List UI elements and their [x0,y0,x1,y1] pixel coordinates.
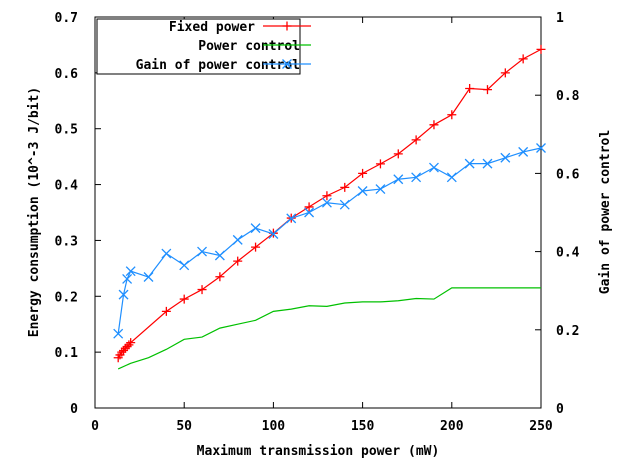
data-point-fixed-power [536,44,546,54]
y-tick-label: 0.4 [55,179,79,194]
series-line-power-control [117,287,541,370]
data-point-gain-of-power-control [113,328,124,339]
data-point-fixed-power [518,54,528,64]
legend-label-gain-of-power-control: Gain of power control [136,58,300,73]
legend-label-fixed-power: Fixed power [169,20,255,35]
series-power-control [117,287,541,370]
data-point-gain-of-power-control [518,146,529,157]
x-tick-label: 50 [176,419,192,434]
data-point-gain-of-power-control [357,186,368,196]
data-point-gain-of-power-control [268,229,279,239]
data-point-gain-of-power-control [179,260,190,271]
legend-box [96,18,301,75]
series-layer [113,44,546,370]
data-point-fixed-power [358,168,368,178]
legend: Fixed power Power control Gain of power … [96,18,311,75]
legend-label-power-control: Power control [198,39,300,54]
data-point-fixed-power [161,306,171,316]
data-point-gain-of-power-control [161,248,172,259]
data-point-gain-of-power-control [411,172,422,183]
legend-marker-fixed-power [282,21,292,31]
x-tick-label: 100 [262,419,286,434]
plot-frame [94,16,542,409]
series-gain-of-power-control [113,143,546,339]
data-point-fixed-power [197,285,207,295]
data-point-gain-of-power-control [232,234,243,245]
x-tick-label: 250 [529,419,553,434]
data-point-gain-of-power-control [500,152,511,163]
y-axis-label: Energy consumption (10^-3 J/bit) [27,87,42,337]
data-point-fixed-power [322,191,332,201]
data-point-gain-of-power-control [214,250,225,261]
data-point-fixed-power [429,120,439,130]
data-point-fixed-power [411,135,421,145]
x-tick-label: 150 [351,419,375,434]
ticks-layer: 0 50 100 150 200 25000.10.20.30.40.50.60.700.… [55,11,580,434]
y2-tick-label: 0.2 [556,324,579,339]
y2-tick-label: 0 [556,402,564,417]
data-point-gain-of-power-control [125,266,136,277]
data-point-gain-of-power-control [429,162,439,173]
x-tick-label: 0 [91,419,99,434]
data-point-fixed-power [500,68,510,78]
data-point-fixed-power [482,85,492,95]
data-point-fixed-power [124,340,134,350]
data-point-fixed-power [179,294,189,304]
data-point-gain-of-power-control [250,223,261,234]
data-point-gain-of-power-control [143,272,154,282]
data-point-fixed-power [465,83,475,93]
y2-tick-label: 0.4 [556,246,580,261]
data-point-gain-of-power-control [375,184,386,194]
data-point-gain-of-power-control [122,274,133,284]
data-point-fixed-power [304,202,314,212]
data-point-gain-of-power-control [304,207,315,218]
x-tick-label: 200 [440,419,464,434]
data-point-fixed-power [375,159,385,169]
y2-tick-label: 0.8 [556,89,580,104]
y-tick-label: 0.3 [55,234,78,249]
data-point-gain-of-power-control [339,199,350,210]
y-tick-label: 0.2 [55,290,78,305]
data-point-fixed-power [233,256,243,266]
y-tick-label: 0.7 [55,11,78,26]
y2-tick-label: 1 [556,11,564,26]
y-tick-label: 0.5 [55,123,78,138]
data-point-gain-of-power-control [482,158,493,169]
data-point-gain-of-power-control [118,289,129,300]
x-axis-label: Maximum transmission power (mW) [197,444,440,459]
data-point-fixed-power [215,272,225,282]
y2-axis-label: Gain of power control [598,130,613,294]
data-point-gain-of-power-control [393,174,404,185]
legend-marker-gain-of-power-control [282,59,292,69]
y-tick-label: 0 [70,402,78,417]
data-point-gain-of-power-control [464,158,475,169]
data-point-gain-of-power-control [446,172,457,183]
data-point-fixed-power [126,338,136,348]
data-point-fixed-power [251,242,261,252]
data-point-fixed-power [393,149,403,159]
y-tick-label: 0.1 [55,346,79,361]
data-point-gain-of-power-control [286,213,297,224]
legend-samples [263,21,311,69]
y-tick-label: 0.6 [55,67,79,82]
data-point-fixed-power [447,110,457,120]
y2-tick-label: 0.6 [556,167,580,182]
data-point-gain-of-power-control [321,197,332,208]
data-point-gain-of-power-control [536,143,546,153]
data-point-fixed-power [340,182,350,192]
data-point-gain-of-power-control [197,246,207,257]
